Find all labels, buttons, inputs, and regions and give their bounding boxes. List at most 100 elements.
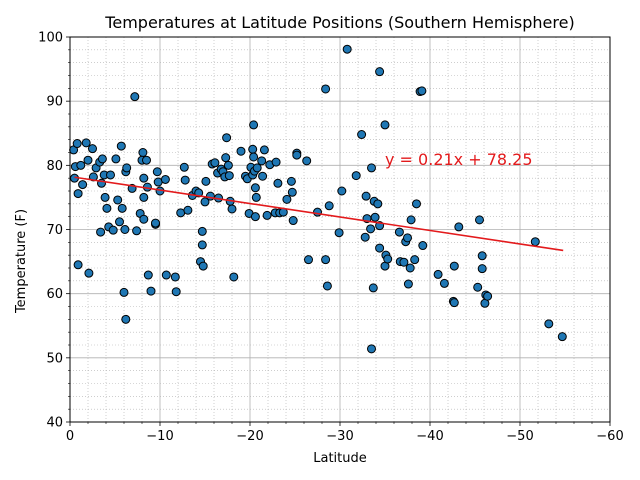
- data-point: [321, 84, 331, 94]
- data-point: [557, 332, 567, 342]
- data-point: [197, 226, 207, 236]
- data-point: [119, 287, 129, 297]
- data-point: [287, 187, 297, 197]
- data-point: [357, 130, 367, 140]
- x-tick-label: −60: [596, 429, 623, 444]
- data-point: [205, 191, 215, 201]
- x-tick-label: −40: [416, 429, 443, 444]
- data-point: [475, 215, 484, 225]
- data-point: [96, 227, 106, 237]
- data-point: [259, 145, 269, 155]
- data-point: [403, 279, 413, 289]
- y-tick-label: 60: [46, 287, 63, 302]
- data-point: [106, 170, 115, 180]
- data-point: [383, 254, 393, 264]
- data-point: [249, 152, 259, 162]
- data-point: [102, 203, 112, 213]
- data-point: [360, 232, 370, 242]
- data-point: [183, 205, 193, 215]
- data-point: [76, 160, 86, 170]
- data-point: [143, 270, 153, 280]
- data-point: [262, 210, 272, 220]
- data-point: [370, 212, 380, 222]
- data-point: [236, 146, 246, 156]
- data-point: [113, 195, 123, 205]
- data-point: [544, 319, 554, 329]
- data-point: [132, 226, 142, 236]
- data-point: [152, 167, 162, 177]
- data-point: [180, 175, 190, 185]
- data-point: [410, 255, 420, 265]
- data-point: [100, 192, 110, 202]
- data-point: [367, 163, 376, 173]
- y-tick-label: 70: [46, 223, 63, 238]
- y-tick-label: 100: [38, 31, 63, 46]
- data-point: [229, 272, 239, 282]
- y-tick-label: 40: [46, 416, 63, 431]
- data-point: [258, 171, 268, 181]
- data-point: [406, 215, 416, 225]
- data-point: [271, 157, 281, 167]
- data-point: [161, 270, 171, 280]
- data-point: [292, 150, 302, 160]
- data-point: [121, 314, 131, 324]
- data-point: [366, 224, 376, 234]
- data-point: [223, 160, 233, 170]
- data-point: [179, 162, 189, 172]
- data-point: [227, 204, 237, 214]
- data-point: [108, 225, 118, 235]
- data-point: [375, 243, 385, 253]
- data-point: [88, 172, 98, 182]
- data-point: [412, 199, 421, 209]
- data-point: [139, 214, 149, 224]
- data-point: [375, 67, 385, 77]
- data-point: [477, 264, 487, 274]
- data-point: [201, 176, 211, 186]
- data-point: [373, 199, 383, 209]
- data-point: [477, 251, 487, 261]
- data-point: [224, 171, 234, 181]
- data-point: [250, 212, 260, 222]
- y-tick-label: 90: [46, 95, 63, 110]
- data-point: [171, 287, 181, 297]
- x-tick-label: −30: [326, 429, 353, 444]
- data-point: [210, 158, 220, 168]
- data-point: [286, 176, 296, 186]
- data-point: [351, 171, 361, 181]
- data-point: [72, 139, 82, 149]
- data-point: [367, 344, 376, 354]
- data-point: [84, 268, 94, 278]
- data-point: [139, 173, 149, 183]
- data-point: [78, 180, 88, 190]
- data-point: [288, 216, 298, 226]
- data-point: [483, 291, 493, 301]
- data-point: [417, 86, 427, 96]
- x-tick-label: −50: [506, 429, 533, 444]
- data-point: [139, 192, 149, 202]
- data-point: [399, 257, 409, 267]
- data-point: [449, 261, 459, 271]
- data-point: [313, 207, 322, 217]
- data-point: [394, 227, 404, 237]
- data-point: [380, 120, 390, 130]
- data-point: [151, 218, 160, 228]
- data-point: [197, 240, 207, 250]
- data-point: [115, 217, 124, 227]
- data-point: [439, 278, 449, 288]
- regression-layer: [74, 176, 564, 252]
- data-point: [252, 163, 262, 173]
- data-point: [322, 281, 332, 291]
- data-point: [248, 144, 258, 154]
- data-point: [342, 44, 352, 54]
- data-point: [222, 133, 232, 143]
- regression-line: [74, 176, 564, 252]
- data-point: [170, 272, 180, 282]
- data-point: [249, 120, 259, 130]
- chart-title: Temperatures at Latitude Positions (Sout…: [104, 13, 574, 32]
- data-point: [200, 197, 210, 207]
- data-point: [334, 228, 344, 238]
- data-point: [198, 261, 208, 271]
- data-points: [69, 44, 567, 354]
